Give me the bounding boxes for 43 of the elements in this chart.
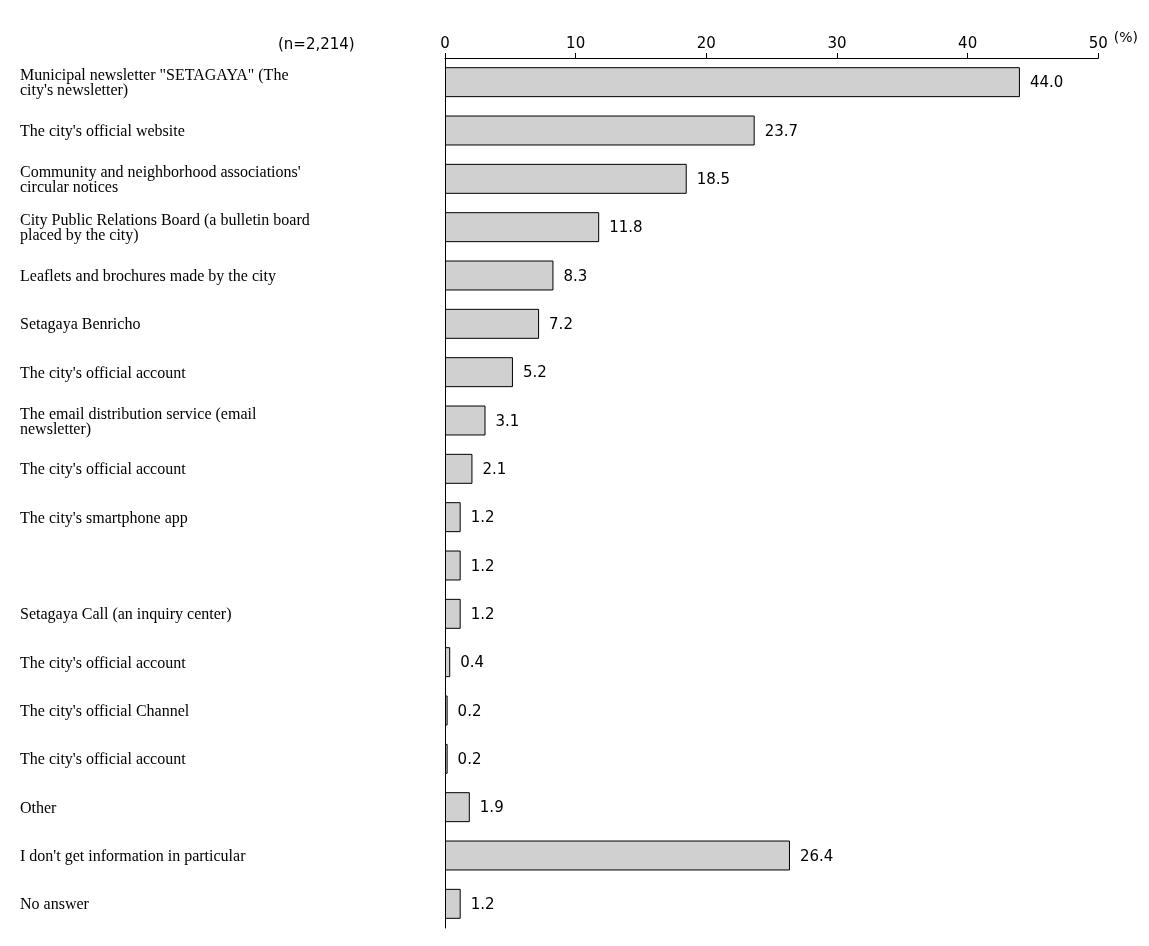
data-label: 1.9	[479, 798, 504, 817]
y-tick-label: The city's smartphone app	[20, 508, 188, 527]
data-label: 0.4	[460, 653, 485, 672]
y-tick-label: No answer	[20, 895, 90, 913]
y-tick-label: The city's official website	[20, 122, 185, 140]
data-label: 0.2	[457, 701, 482, 720]
data-label: 7.2	[549, 314, 573, 333]
y-tick-label: The city's official Channel	[20, 702, 190, 720]
x-tick-label: 50	[1088, 33, 1108, 52]
data-label: 44.0	[1029, 73, 1064, 92]
y-tick-label: Municipal newsletter "SETAGAYA" (The city's newsletter)	[20, 66, 293, 100]
data-label: 23.7	[764, 121, 799, 140]
data-label: 1.2	[470, 508, 495, 527]
y-tick-label: Leaflets and brochures made by the city	[20, 267, 276, 285]
data-label: 8.3	[563, 266, 588, 285]
data-label: 1.2	[470, 556, 495, 575]
y-tick-label: The email distribution service (email newsletter)	[20, 404, 261, 438]
x-tick-label: 20	[696, 33, 716, 52]
y-tick-label: City Public Relations Board (a bulletin board placed by the city)	[20, 211, 314, 245]
x-tick-label: 30	[827, 33, 847, 52]
y-tick-label: Setagaya Call (an inquiry center)	[20, 605, 232, 624]
text: (n=2,214)	[278, 34, 355, 53]
data-label: 11.8	[609, 218, 643, 237]
data-label: 0.2	[457, 749, 482, 768]
data-label: 3.1	[495, 411, 520, 430]
x-tick-label: 40	[958, 33, 978, 52]
y-tick-label: Setagaya Benricho	[20, 315, 141, 334]
y-tick-label: I don't get information in particular	[20, 847, 247, 865]
data-label: 1.2	[470, 604, 495, 623]
data-label: 18.5	[696, 169, 731, 188]
y-tick-label: Other	[20, 798, 58, 816]
y-tick-label: Community and neighborhood associations' circular notices	[20, 162, 305, 195]
y-tick-label: The city's official account	[20, 653, 187, 672]
data-label: 26.4	[799, 846, 834, 865]
y-tick-label: The city's official account	[20, 750, 187, 769]
data-label: 1.2	[470, 894, 495, 913]
x-axis-title: (%)	[1113, 29, 1138, 45]
y-tick-label: The city's official account	[20, 363, 187, 382]
y-tick-label: The city's official account	[20, 460, 187, 479]
x-tick-label: 0	[440, 33, 450, 52]
data-label: 2.1	[482, 459, 507, 478]
x-tick-label: 10	[566, 33, 586, 52]
data-label: 5.2	[522, 363, 547, 382]
